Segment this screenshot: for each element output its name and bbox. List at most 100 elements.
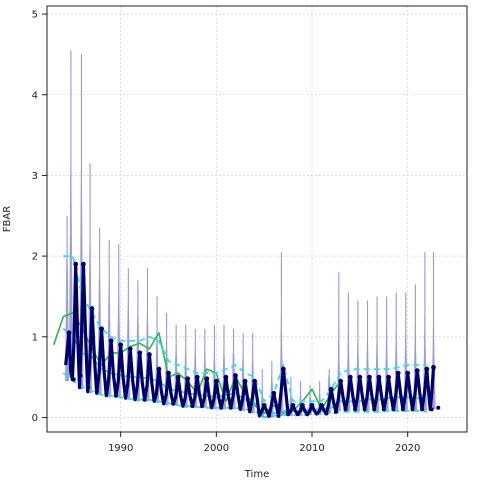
seasonal-trough-point <box>113 393 118 398</box>
seasonal-peak-point <box>108 338 114 344</box>
x-tick-label: 2010 <box>299 443 324 454</box>
seasonal-peak-point <box>223 374 229 380</box>
seasonal-trough-point <box>362 407 367 412</box>
series-line-cyan-dashed-upper <box>63 255 427 403</box>
seasonal-trough-point <box>123 393 128 398</box>
seasonal-trough-point <box>436 405 441 410</box>
seasonal-peak-point <box>338 378 344 384</box>
seasonal-line <box>64 262 436 418</box>
seasonal-trough-point <box>305 412 310 417</box>
seasonal-peak-point <box>300 402 305 408</box>
seasonal-peak-point <box>405 370 411 376</box>
seasonal-trough-point <box>199 404 204 409</box>
seasonal-peak-point <box>347 374 353 380</box>
seasonal-trough-point <box>247 407 252 412</box>
seasonal-trough-point <box>171 401 176 406</box>
seasonal-trough-point <box>343 407 348 412</box>
seasonal-trough-point <box>133 396 138 401</box>
seasonal-peak-point <box>280 366 286 372</box>
seasonal-trough-point <box>353 407 358 412</box>
seasonal-peak-point <box>233 373 238 378</box>
seasonal-peak-point <box>290 402 296 408</box>
seasonal-peak-point <box>319 402 324 408</box>
seasonal-peak-point <box>146 352 152 357</box>
seasonal-peak-point <box>73 261 79 267</box>
seasonal-peak-point <box>252 378 258 384</box>
seasonal-trough-point <box>104 391 109 396</box>
seasonal-peak-point <box>185 376 191 382</box>
seasonal-trough-point <box>209 404 214 409</box>
seasonal-trough-point <box>314 411 319 416</box>
seasonal-trough-point <box>94 389 99 394</box>
seasonal-peak-point <box>261 402 267 408</box>
y-tick-label: 1 <box>32 332 38 343</box>
seasonal-trough-point <box>372 407 377 412</box>
seasonal-peak-point <box>431 365 436 370</box>
seasonal-peak-point <box>414 368 420 374</box>
seasonal-peak-point <box>309 402 315 408</box>
seasonal-peak-point <box>376 374 382 380</box>
seasonal-trough-point <box>78 373 83 378</box>
seasonal-trough-point <box>86 385 91 390</box>
seasonal-peak-point <box>424 366 430 372</box>
seasonal-trough-point <box>219 405 224 410</box>
seasonal-peak-point <box>80 261 86 267</box>
seasonal-peak-point <box>66 330 72 336</box>
seasonal-peak-point <box>204 376 210 382</box>
seasonal-trough-point <box>257 409 262 414</box>
x-axis: 1990 2000 2010 2020 <box>108 432 420 454</box>
y-axis-title: FBAR <box>2 206 13 232</box>
seasonal-peak-point <box>213 378 219 384</box>
y-tick-label: 4 <box>32 90 38 101</box>
seasonal-trough-point <box>276 413 281 418</box>
seasonal-trough-point <box>228 405 233 410</box>
seasonal-trough-point <box>391 407 396 412</box>
x-tick-label: 1990 <box>108 443 133 454</box>
seasonal-trough-point <box>286 412 291 417</box>
seasonal-peak-point <box>194 374 200 380</box>
x-axis-title: Time <box>244 469 269 480</box>
grid-lines <box>47 6 467 432</box>
seasonal-trajectory <box>64 261 441 418</box>
y-axis: 0 1 2 3 4 5 <box>32 10 47 424</box>
seasonal-trough-point <box>152 397 157 402</box>
x-tick-label: 2000 <box>204 443 229 454</box>
seasonal-trough-point <box>71 377 76 382</box>
y-tick-label: 3 <box>32 171 38 182</box>
x-tick-label: 2020 <box>395 443 420 454</box>
seasonal-trough-point <box>324 411 329 416</box>
y-tick-label: 2 <box>32 252 38 263</box>
y-tick-label: 0 <box>32 413 38 424</box>
seasonal-trough-point <box>190 404 195 409</box>
seasonal-peak-point <box>127 346 133 352</box>
seasonal-trough-point <box>180 401 185 406</box>
seasonal-peak-point <box>367 374 372 380</box>
seasonal-trough-point <box>400 407 405 412</box>
seasonal-trough-point <box>142 397 147 402</box>
uncertainty-band <box>68 116 74 378</box>
seasonal-trough-point <box>238 405 243 410</box>
seasonal-peak-point <box>175 374 181 380</box>
seasonal-trough-point <box>295 412 300 417</box>
seasonal-peak-point <box>386 374 391 380</box>
seasonal-peak-point <box>137 350 143 356</box>
seasonal-trough-point <box>161 399 166 404</box>
seasonal-peak-point <box>156 366 162 372</box>
seasonal-peak-point <box>395 370 401 376</box>
seasonal-peak-point <box>242 378 248 384</box>
seasonal-peak-point <box>89 306 95 311</box>
series-line-cyan-dashed-lower <box>62 372 427 419</box>
seasonal-trough-point <box>266 413 271 418</box>
seasonal-peak-point <box>328 386 334 392</box>
seasonal-peak-point <box>357 374 363 380</box>
seasonal-trough-point <box>410 407 415 412</box>
plot-frame <box>46 5 468 433</box>
seasonal-trough-point <box>420 407 425 412</box>
seasonal-peak-point <box>166 370 171 376</box>
seasonal-trough-point <box>381 407 386 412</box>
seasonal-trough-point <box>333 409 338 414</box>
seasonal-peak-point <box>271 390 277 396</box>
y-tick-label: 5 <box>32 10 38 21</box>
seasonal-peak-point <box>118 342 124 348</box>
